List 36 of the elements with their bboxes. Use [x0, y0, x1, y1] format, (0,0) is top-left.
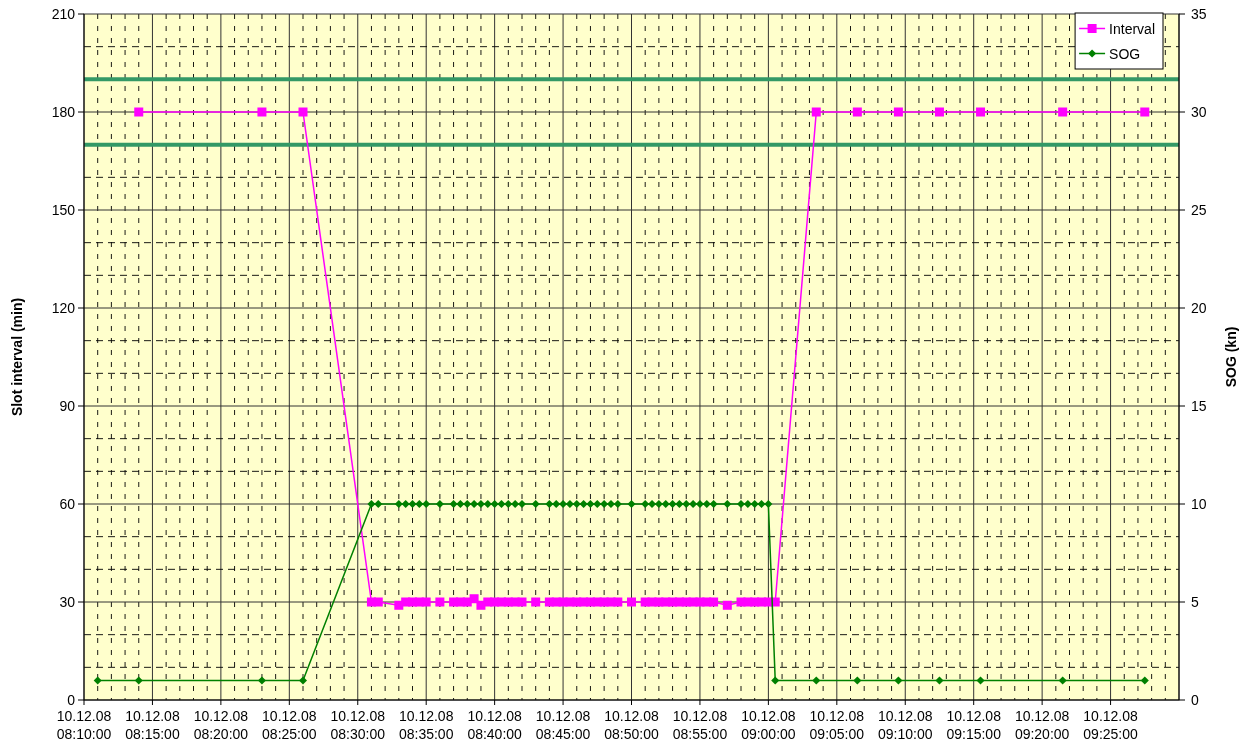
y-tick-label: 0 — [67, 692, 76, 708]
y2-tick-label: 0 — [1191, 692, 1199, 708]
x-tick-label: 10.12.08 08:45:00 — [535, 708, 591, 742]
x-tick-label: 10.12.08 08:35:00 — [398, 708, 454, 742]
x-tick-label: 10.12.08 08:20:00 — [193, 708, 249, 742]
x-tick-label: 10.12.08 09:25:00 — [1083, 708, 1139, 742]
y-axis-title: Slot interval (min) — [9, 297, 25, 417]
x-tick-label: 10.12.08 09:15:00 — [946, 708, 1002, 742]
x-tick-label: 10.12.08 08:15:00 — [125, 708, 180, 742]
y2-axis-title: SOG (kn) — [1223, 326, 1239, 388]
y-tick-label: 210 — [51, 6, 76, 22]
y-tick-label: 30 — [59, 594, 76, 610]
x-tick-label: 10.12.08 09:20:00 — [1014, 708, 1070, 742]
y2-tick-label: 20 — [1191, 300, 1207, 316]
y-tick-label: 90 — [59, 398, 76, 414]
y2-tick-label: 30 — [1191, 104, 1207, 120]
y-tick-label: 180 — [51, 104, 76, 120]
legend-label: SOG — [1109, 45, 1141, 62]
x-tick-label: 10.12.08 08:55:00 — [672, 708, 728, 742]
x-tick-label: 10.12.08 08:30:00 — [330, 708, 386, 742]
legend-label: Interval — [1109, 20, 1156, 37]
y-tick-label: 150 — [51, 202, 76, 218]
y2-tick-label: 35 — [1191, 6, 1207, 22]
y-tick-label: 120 — [51, 300, 76, 316]
x-tick-label: 10.12.08 08:50:00 — [604, 708, 659, 742]
x-tick-label: 10.12.08 09:00:00 — [741, 708, 796, 742]
x-tick-label: 10.12.08 09:05:00 — [809, 708, 865, 742]
y2-tick-label: 10 — [1191, 496, 1207, 512]
x-tick-label: 10.12.08 08:25:00 — [262, 708, 317, 742]
y2-tick-label: 15 — [1191, 398, 1207, 414]
y2-tick-label: 25 — [1191, 202, 1207, 218]
x-tick-label: 10.12.08 08:10:00 — [56, 708, 112, 742]
y2-tick-label: 5 — [1191, 594, 1199, 610]
x-tick-label: 10.12.08 08:40:00 — [467, 708, 523, 742]
y-tick-label: 60 — [59, 496, 76, 512]
x-tick-label: 10.12.08 09:10:00 — [878, 708, 933, 742]
